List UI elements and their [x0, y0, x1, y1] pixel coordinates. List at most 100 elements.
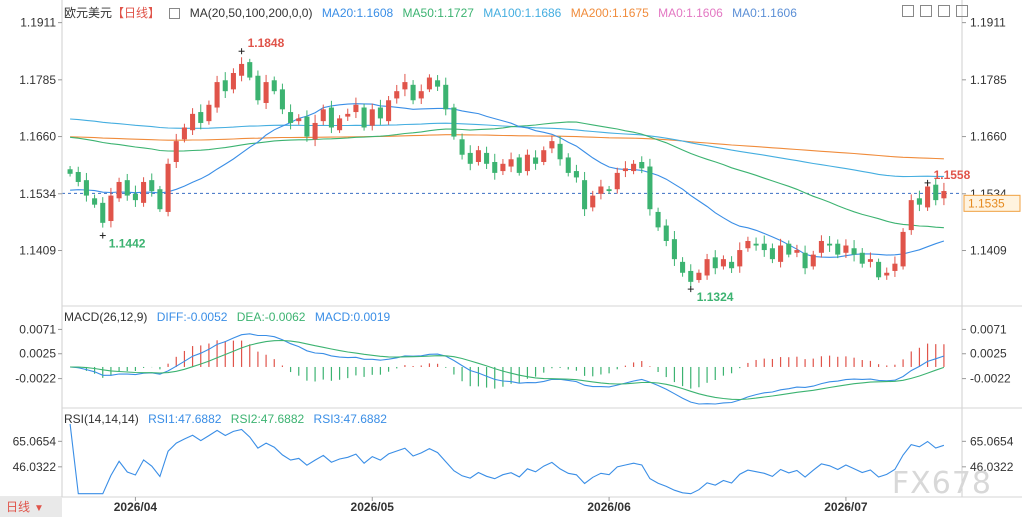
- candle-body: [410, 84, 416, 101]
- macd-value: MACD:0.0019: [314, 310, 391, 324]
- x-tick-label: 2026/06: [587, 500, 631, 514]
- price-tick-label: 1.1660: [970, 130, 1007, 144]
- candle-body: [524, 154, 530, 172]
- candle-body: [663, 225, 669, 241]
- candle-body: [132, 193, 138, 201]
- candle-body: [606, 189, 612, 192]
- candle-body: [933, 184, 939, 201]
- macd-params[interactable]: MACD(26,12,9): [64, 310, 148, 324]
- ma100-value: MA100:1.1686: [483, 6, 562, 20]
- candle-body: [181, 127, 187, 140]
- chart-labels: 1.1535 1.1848 1.1442 1.1324 1.1558: [99, 36, 1021, 304]
- price-tick-label: 1.1785: [19, 73, 56, 87]
- candle-body: [492, 161, 498, 173]
- candle-body: [288, 112, 294, 123]
- high-label: 1.1848: [248, 36, 285, 50]
- candle-body: [467, 152, 473, 164]
- candle-body: [655, 211, 661, 228]
- candle-body: [190, 113, 196, 131]
- x-tick-label: 2026/07: [824, 500, 868, 514]
- candle-body: [443, 84, 449, 110]
- settings-icon[interactable]: [920, 5, 932, 17]
- candle-body: [206, 104, 212, 122]
- rsi-params[interactable]: RSI(14,14,14): [64, 412, 139, 426]
- candle-body: [337, 118, 343, 131]
- candle-body: [516, 157, 522, 173]
- candle-body: [590, 195, 596, 208]
- ma20-line: [70, 103, 945, 258]
- rsi-legend: RSI(14,14,14) RSI1:47.6882 RSI2:47.6882 …: [64, 412, 393, 426]
- rsi2-value: RSI2:47.6882: [230, 412, 305, 426]
- candle-body: [67, 169, 73, 174]
- candle-body: [925, 186, 931, 208]
- macd-dea: DEA:-0.0062: [236, 310, 306, 324]
- ma200-line: [70, 134, 944, 160]
- price-tick-label: 1.1785: [970, 73, 1007, 87]
- candle-body: [647, 166, 653, 210]
- rsi-tick-label: 65.0654: [13, 434, 57, 448]
- ma20-value: MA20:1.1608: [321, 6, 394, 20]
- candle-body: [769, 248, 775, 260]
- ma0a-value: MA0:1.1606: [658, 6, 723, 20]
- candle-body: [941, 191, 947, 199]
- candle-body: [230, 73, 236, 90]
- candle-body: [802, 252, 808, 269]
- candle-body: [778, 245, 784, 262]
- chart-type-icon[interactable]: [169, 8, 181, 19]
- candle-body: [916, 198, 922, 205]
- candle-body: [794, 250, 800, 253]
- candle-body: [377, 107, 383, 119]
- candle-body: [614, 172, 620, 190]
- ma50-line: [70, 121, 944, 229]
- close-icon[interactable]: [956, 5, 968, 17]
- copy-icon[interactable]: [938, 5, 950, 17]
- candle-body: [835, 243, 841, 255]
- candle-body: [116, 181, 122, 199]
- candle-body: [884, 272, 890, 276]
- candle-body: [622, 168, 628, 172]
- rsi-tick-label: 46.0322: [970, 460, 1014, 474]
- macd-histogram: [70, 333, 945, 405]
- candle-body: [908, 200, 914, 231]
- candle-body: [859, 252, 865, 264]
- candle-body: [737, 250, 743, 267]
- rsi-line: [69, 423, 945, 495]
- price-tick-label: 1.1911: [970, 16, 1006, 30]
- macd-tick-label: 0.0071: [19, 322, 56, 336]
- price-tick-label: 1.1660: [19, 130, 56, 144]
- ma50-value: MA50:1.1727: [402, 6, 474, 20]
- candle-body: [198, 112, 204, 123]
- rsi3-value: RSI3:47.6882: [313, 412, 387, 426]
- candle-body: [386, 100, 392, 122]
- ma-params[interactable]: MA(20,50,100,200,0,0): [189, 6, 313, 20]
- candle-body: [247, 62, 253, 78]
- candle-body: [500, 163, 506, 172]
- candle-body: [83, 180, 89, 196]
- x-tick-label: 2026/05: [351, 500, 395, 514]
- expand-icon[interactable]: [902, 5, 914, 17]
- candle-body: [361, 107, 367, 128]
- period-label[interactable]: 【日线】: [112, 6, 161, 20]
- candle-body: [720, 259, 726, 267]
- candle-body: [296, 118, 302, 122]
- price-tick-label: 1.1534: [19, 187, 56, 201]
- candle-body: [851, 248, 857, 255]
- candle-body: [451, 107, 457, 137]
- low-label-2: 1.1324: [697, 290, 734, 304]
- period-tab[interactable]: 日线 ▼: [0, 497, 62, 517]
- candle-body: [786, 243, 792, 255]
- macd-dea-line: [70, 339, 945, 401]
- candle-body: [214, 82, 220, 108]
- candle-body: [688, 270, 694, 282]
- candle-body: [696, 272, 702, 281]
- low-label-1: 1.1442: [109, 237, 146, 251]
- candle-body: [435, 80, 441, 87]
- rsi1-value: RSI1:47.6882: [148, 412, 222, 426]
- ma0b-value: MA0:1.1606: [732, 6, 797, 20]
- candle-body: [304, 116, 310, 137]
- candle-body: [541, 150, 547, 162]
- macd-tick-label: 0.0025: [19, 347, 56, 361]
